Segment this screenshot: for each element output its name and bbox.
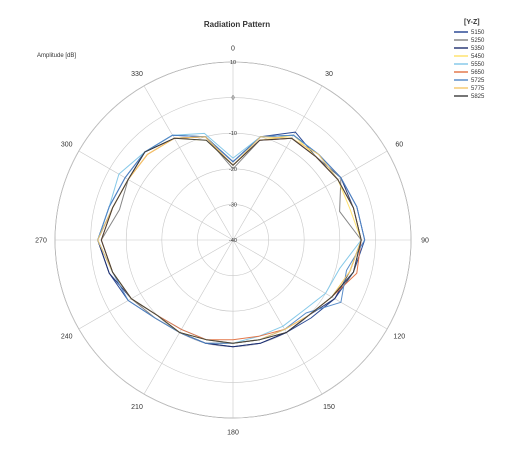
radial-tick-label: 0 [231, 96, 234, 102]
legend-entry: 5775 [471, 86, 485, 92]
legend-entry: 5250 [471, 38, 485, 44]
spoke-line [143, 239, 234, 395]
legend-entry: 5725 [471, 78, 485, 84]
angle-tick-label: 330 [131, 71, 143, 78]
radial-tick-label: -20 [229, 167, 237, 173]
angle-tick-label: 300 [61, 142, 73, 149]
legend-entry: 5650 [471, 70, 485, 76]
angle-tick-label: 270 [35, 238, 47, 245]
angle-tick-label: 180 [227, 430, 239, 437]
legend-entry: 5350 [471, 46, 485, 52]
legend-title: [Y-Z] [464, 19, 480, 26]
radial-tick-label: -40 [229, 238, 237, 244]
legend-entry: 5150 [471, 30, 485, 36]
spoke-line [78, 239, 234, 330]
legend: [Y-Z] 5150 5250 5350 5450 5550 5650 5725 5775 58… [454, 19, 485, 100]
series-line [100, 137, 362, 344]
angle-tick-label: 0 [231, 46, 235, 53]
angle-tick-label: 30 [325, 71, 333, 78]
spoke-line [78, 150, 234, 241]
spoke-line [232, 85, 323, 241]
legend-entry: 5825 [471, 94, 485, 100]
legend-entry: 5450 [471, 54, 485, 60]
series-lines [97, 131, 366, 348]
spoke-line [232, 239, 323, 395]
spoke-line [232, 239, 388, 330]
y-axis-label: Amplitude [dB] [37, 53, 76, 59]
angle-tick-label: 210 [131, 404, 143, 411]
legend-entry: 5550 [471, 62, 485, 68]
radial-tick-label: 10 [230, 60, 236, 66]
spoke-line [143, 85, 234, 241]
radial-tick-label: -10 [229, 131, 237, 137]
chart-title: Radiation Pattern [204, 20, 270, 29]
angle-tick-label: 120 [393, 334, 405, 341]
angle-tick-label: 150 [323, 404, 335, 411]
spoke-line [232, 150, 388, 241]
radial-tick-label: -30 [229, 202, 237, 208]
polar-grid: 0 30 60 90 120 150 180 210 240 270 300 330 -40 -30 -20… [35, 46, 429, 437]
angle-tick-label: 90 [421, 238, 429, 245]
angle-tick-label: 240 [61, 334, 73, 341]
angle-tick-label: 60 [395, 142, 403, 149]
